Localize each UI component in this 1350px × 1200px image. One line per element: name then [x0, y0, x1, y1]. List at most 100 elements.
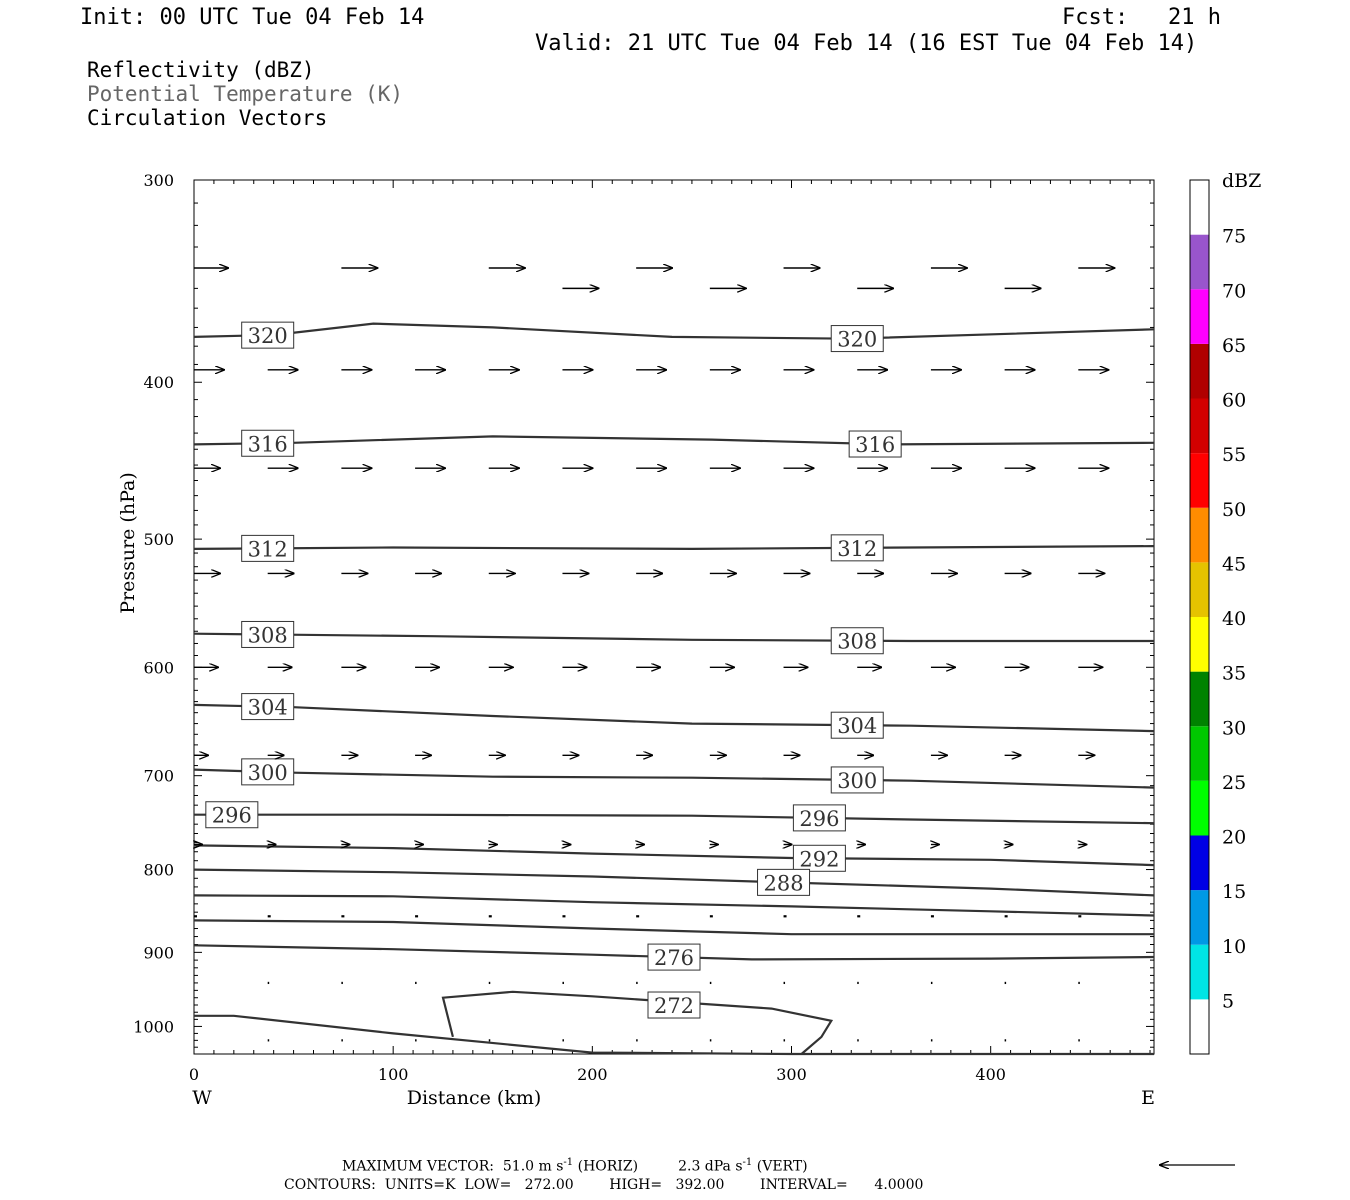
max-vector-exp-b: -1	[742, 1157, 753, 1168]
contour-label-276: 276	[654, 946, 694, 970]
contours-note: CONTOURS: UNITS=K LOW= 272.00 HIGH= 392.…	[284, 1177, 924, 1193]
init-time: Init: 00 UTC Tue 04 Feb 14	[80, 5, 425, 30]
x-end-label-east: E	[1141, 1087, 1155, 1109]
contour-label-316: 316	[855, 433, 895, 457]
contour-label-box	[830, 325, 884, 353]
max-vector-exp-a: -1	[563, 1157, 574, 1168]
contour-300	[193, 768, 1155, 789]
contour-292	[193, 844, 1155, 867]
colorbar-tick-label: 10	[1222, 936, 1246, 958]
contour-label-box	[241, 620, 295, 648]
contour-label-308: 308	[837, 630, 877, 654]
contour-label-box	[241, 693, 295, 721]
contour-label-box	[647, 991, 701, 1019]
x-tick-label: 100	[378, 1065, 409, 1084]
contour-label-box	[241, 534, 295, 562]
colorbar-segment	[1190, 562, 1209, 617]
max-vector-text-b: (HORIZ) 2.3 dPa s	[573, 1158, 743, 1175]
colorbar-segment	[1190, 398, 1209, 454]
contour-label-box	[848, 430, 902, 458]
x-tick-label: 200	[577, 1065, 608, 1084]
contour-308	[193, 632, 1154, 643]
colorbar-tick-label: 75	[1222, 226, 1246, 248]
contour-316	[193, 435, 1155, 446]
colorbar-tick-label: 30	[1222, 717, 1246, 739]
contour-label-300: 300	[248, 761, 288, 785]
x-axis-title: Distance (km)	[407, 1087, 542, 1109]
x-tick-label: 300	[776, 1065, 807, 1084]
field-label-potential-temperature: Potential Temperature (K)	[87, 82, 404, 106]
colorbar-tick-label: 70	[1222, 280, 1246, 302]
maximum-vector-note: MAXIMUM VECTOR: 51.0 m s-1 (HORIZ) 2.3 d…	[342, 1157, 808, 1175]
contour-label-300: 300	[837, 769, 877, 793]
y-tick-label: 900	[143, 943, 174, 962]
contour-label-316: 316	[248, 432, 288, 456]
contour-280	[193, 919, 1154, 936]
contour-label-296: 296	[799, 807, 839, 831]
y-tick-label: 700	[143, 767, 174, 786]
colorbar-tick-label: 60	[1222, 390, 1246, 412]
contour-label-304: 304	[837, 714, 877, 738]
contour-label-320: 320	[248, 324, 288, 348]
contour-label-box	[792, 804, 846, 832]
contour-label-box	[757, 868, 811, 896]
max-vector-text-a: MAXIMUM VECTOR: 51.0 m s	[342, 1158, 564, 1175]
contour-268	[194, 1014, 1154, 1056]
colorbar-segment	[1190, 343, 1209, 399]
contour-label-box	[830, 711, 884, 739]
contour-label-320: 320	[837, 328, 877, 352]
contour-label-308: 308	[248, 623, 288, 647]
contour-label-box	[241, 758, 295, 786]
forecast-hour: Fcst: 21 h	[1062, 5, 1221, 30]
x-end-label-west: W	[192, 1087, 212, 1109]
colorbar-segment	[1190, 180, 1209, 235]
contour-label-box	[830, 627, 884, 655]
contour-284	[193, 894, 1155, 917]
colorbar-segment	[1190, 726, 1209, 781]
contour-label-box	[830, 766, 884, 794]
colorbar-segment	[1190, 944, 1209, 1000]
contour-label-296: 296	[212, 804, 252, 828]
colorbar-tick-label: 15	[1222, 881, 1246, 903]
field-label-reflectivity: Reflectivity (dBZ)	[87, 58, 315, 82]
colorbar-tick-label: 25	[1222, 772, 1246, 794]
contour-label-box	[241, 321, 295, 349]
contour-label-box	[830, 534, 884, 562]
y-tick-label: 600	[143, 658, 174, 677]
y-tick-label: 800	[143, 861, 174, 880]
contour-label-box	[647, 943, 701, 971]
colorbar-tick-label: 45	[1222, 553, 1246, 575]
contour-320	[193, 322, 1155, 340]
colorbar-frame	[1189, 179, 1210, 1055]
contour-label-304: 304	[248, 696, 288, 720]
colorbar-segment	[1190, 835, 1209, 891]
contour-288	[193, 868, 1155, 897]
contour-label-box	[241, 429, 295, 457]
colorbar-tick-label: 65	[1222, 335, 1246, 357]
colorbar-segment	[1190, 453, 1209, 508]
colorbar-segment	[1190, 507, 1209, 563]
valid-time: Valid: 21 UTC Tue 04 Feb 14 (16 EST Tue …	[535, 31, 1198, 56]
colorbar-tick-label: 20	[1222, 827, 1246, 849]
contour-label-312: 312	[837, 537, 877, 561]
colorbar-title: dBZ	[1222, 170, 1261, 192]
colorbar-tick-label: 35	[1222, 663, 1246, 685]
contour-label-288: 288	[763, 871, 803, 895]
colorbar-tick-label: 5	[1222, 990, 1234, 1012]
colorbar-segment	[1190, 890, 1209, 945]
colorbar-segment	[1190, 617, 1209, 672]
contour-label-312: 312	[248, 537, 288, 561]
contour-label-272: 272	[654, 994, 694, 1018]
colorbar-tick-label: 55	[1222, 444, 1246, 466]
colorbar-segment	[1190, 999, 1209, 1054]
plot-frame	[193, 179, 1155, 1055]
contour-304	[193, 703, 1155, 733]
colorbar-segment	[1190, 671, 1209, 727]
y-axis-title: Pressure (hPa)	[117, 472, 139, 614]
x-tick-label: 400	[975, 1065, 1006, 1084]
y-tick-label: 500	[143, 530, 174, 549]
contour-label-292: 292	[799, 847, 839, 871]
max-vector-text-c: (VERT)	[752, 1158, 808, 1175]
y-tick-label: 1000	[133, 1017, 174, 1036]
